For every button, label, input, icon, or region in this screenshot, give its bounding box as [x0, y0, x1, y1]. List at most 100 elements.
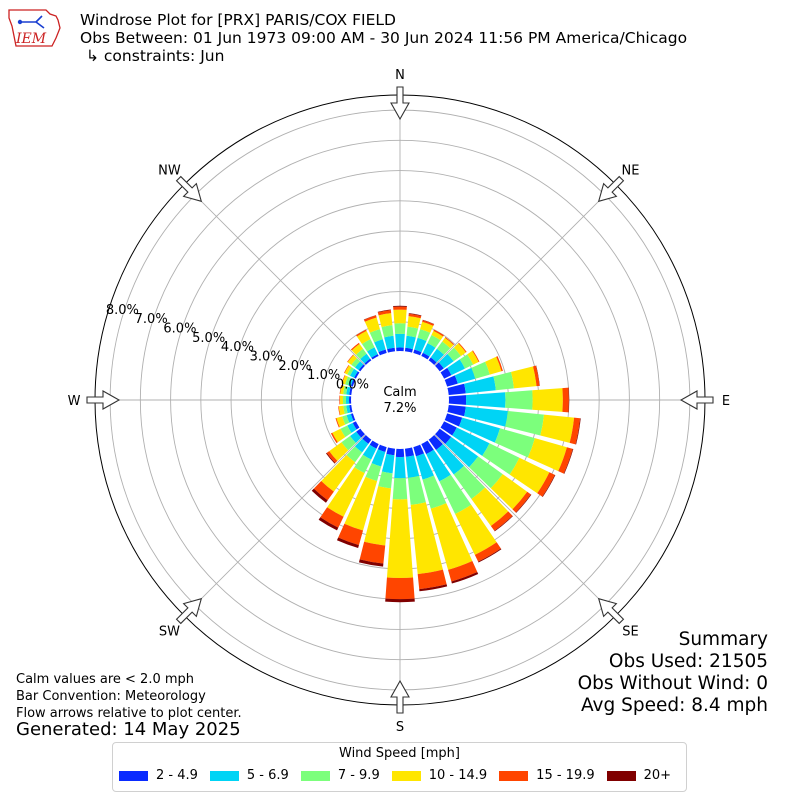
radial-tick-label: 7.0%	[135, 312, 168, 327]
direction-label: E	[722, 394, 730, 409]
windrose-bar-segment	[342, 375, 348, 385]
windrose-bar-segment	[347, 354, 354, 363]
windrose-bar-segment	[532, 388, 563, 412]
windrose-bar-segment	[443, 413, 463, 427]
direction-label: S	[396, 720, 404, 735]
flow-arrow-icon	[390, 86, 410, 121]
windrose-bar-segment	[354, 371, 361, 380]
windrose-bar-segment	[338, 523, 364, 546]
chart-title: Windrose Plot for [PRX] PARIS/COX FIELD	[80, 11, 396, 29]
windrose-bar-segment	[346, 446, 363, 463]
legend-title: Wind Speed [mph]	[339, 746, 460, 761]
flow-arrow-icon	[86, 390, 121, 410]
windrose-bar-segment	[364, 317, 380, 333]
windrose-bar-segment	[364, 358, 372, 366]
windrose-bar-segment	[420, 352, 430, 361]
windrose-bar-segment	[428, 434, 443, 450]
windrose-bar-segment	[444, 337, 455, 345]
windrose-bar-segment	[419, 584, 448, 592]
windrose-bar-segment	[360, 353, 371, 364]
windrose-bar-segment	[426, 449, 451, 482]
windrose-bar-segment	[345, 396, 350, 404]
iem-logo: IEM	[8, 9, 61, 47]
windrose-bar-segment	[407, 316, 421, 329]
windrose-bar-segment	[363, 315, 377, 322]
legend-label: 2 - 4.9	[156, 768, 198, 783]
windrose-bar-segment	[384, 335, 395, 350]
windrose-bar-segment	[453, 465, 486, 500]
windrose-bar-segment	[365, 463, 382, 482]
windrose-bar-segment	[341, 375, 346, 384]
radial-tick-labels: 0.0%1.0%2.0%3.0%4.0%5.0%6.0%7.0%8.0%	[106, 303, 369, 393]
windrose-bar-segment	[320, 507, 344, 528]
windrose-bar-segment	[465, 392, 506, 408]
windrose-bar-segment	[371, 449, 386, 467]
windrose-bar-segment	[341, 436, 356, 451]
windrose-bar-segment	[448, 560, 478, 582]
windrose-bar-segment	[339, 385, 342, 394]
grid-spoke	[433, 433, 616, 616]
windrose-bar-segment	[569, 417, 581, 445]
windrose-bar-segment	[420, 439, 434, 455]
windrose-bar-segment	[443, 375, 458, 387]
windrose-bar-segment	[563, 448, 574, 474]
windrose-bar-segment	[330, 432, 338, 444]
windrose-bar-segment	[493, 371, 514, 391]
windrose-bar-segment	[359, 541, 386, 564]
windrose-bar-segment	[395, 333, 405, 348]
windrose-bar-segment	[356, 329, 367, 337]
windrose-bar-segment	[451, 572, 479, 584]
windrose-bar-segment	[505, 410, 545, 436]
legend-label: 15 - 19.9	[536, 768, 595, 783]
windrose-bar-segment	[318, 517, 339, 531]
windrose-bar-segment	[447, 359, 465, 376]
windrose-bar-segment	[494, 428, 535, 458]
flow-arrow-icon	[597, 175, 625, 203]
legend-item: 7 - 9.9	[300, 768, 380, 783]
windrose-bar-segment	[417, 329, 431, 342]
calm-label: Calm	[383, 385, 416, 400]
windrose-bar-segment	[350, 431, 362, 443]
windrose-bar-segment	[351, 343, 364, 355]
legend-swatch	[300, 770, 330, 781]
windrose-bar-segment	[472, 350, 480, 363]
windrose-bar-segment	[447, 395, 467, 405]
windrose-bar-segment	[354, 438, 369, 453]
windrose-bar-segment	[408, 313, 422, 316]
windrose-bar-segment	[433, 329, 444, 337]
windrose-bar-segment	[381, 325, 394, 338]
legend-item: 20+	[606, 768, 671, 783]
direction-label: SW	[159, 625, 180, 640]
legend-label: 7 - 9.9	[337, 768, 380, 783]
windrose-bar-segment	[511, 366, 537, 389]
flow-arrow-icon	[597, 597, 625, 625]
summary-title: Summary	[678, 629, 768, 650]
windrose-bar-segment	[439, 474, 472, 514]
windrose-bar-segment	[406, 326, 419, 338]
flow-arrow-icon	[175, 175, 203, 203]
obs-between: Obs Between: 01 Jun 1973 09:00 AM - 30 J…	[80, 29, 688, 47]
windrose-bar-segment	[371, 354, 380, 361]
windrose-bar-segment	[364, 486, 392, 546]
windrose-bar-segment	[327, 467, 365, 517]
windrose-bar-segment	[381, 453, 395, 474]
windrose-bar-segment	[340, 385, 345, 395]
legend-item: 2 - 4.9	[119, 768, 198, 783]
windrose-bar-segment	[343, 365, 350, 374]
windrose-bar-segment	[464, 376, 496, 394]
windrose-bar-segment	[385, 598, 415, 603]
windrose-bar-segment	[447, 347, 462, 362]
windrose-bar-segment	[478, 548, 502, 563]
windrose-bar-segment	[335, 418, 340, 428]
windrose-bar-segment	[311, 488, 328, 503]
windrose-bar-segment	[396, 347, 404, 353]
direction-label: NE	[622, 163, 640, 178]
windrose-bar-segment	[352, 420, 361, 430]
windrose-bar-segment	[392, 478, 408, 500]
windrose-bar-segment	[342, 395, 347, 405]
legend-label: 5 - 6.9	[246, 768, 289, 783]
windrose-bar-segment	[394, 323, 406, 335]
windrose-bar-segment	[454, 367, 476, 384]
windrose-bar-segment	[336, 416, 346, 428]
